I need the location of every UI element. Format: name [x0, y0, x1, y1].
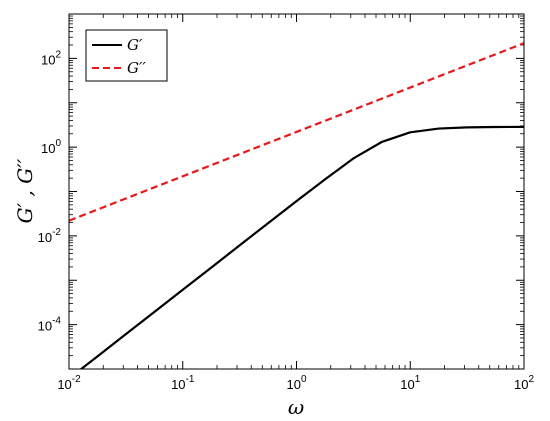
x-tick-label: 102: [514, 374, 534, 392]
y-tick-label: 10-2: [38, 227, 62, 245]
legend: G′ G′′: [85, 29, 168, 82]
x-tick-label: 10-1: [171, 374, 195, 392]
series-line-g-prime: [79, 125, 524, 369]
series-group: [69, 42, 524, 369]
x-tick-label: 10-2: [57, 374, 81, 392]
tick-labels: 10-2 10-1 100 101 102 10-4 10-2 100 102: [38, 49, 535, 392]
x-tick-label: 100: [286, 374, 306, 392]
legend-label-g-double-prime: G′′: [127, 59, 146, 77]
legend-label-g-prime: G′: [127, 36, 143, 54]
y-tick-label: 10-4: [38, 316, 62, 334]
y-axis-label: G′ , G′′: [13, 158, 37, 223]
series-line-g-double-prime: [69, 42, 524, 222]
y-tick-label: 102: [41, 49, 61, 67]
x-tick-label: 101: [400, 374, 420, 392]
legend-box: [85, 29, 168, 82]
plot-frame: [68, 13, 525, 370]
y-tick-label: 100: [41, 138, 61, 156]
x-axis-label: ω: [288, 395, 304, 419]
